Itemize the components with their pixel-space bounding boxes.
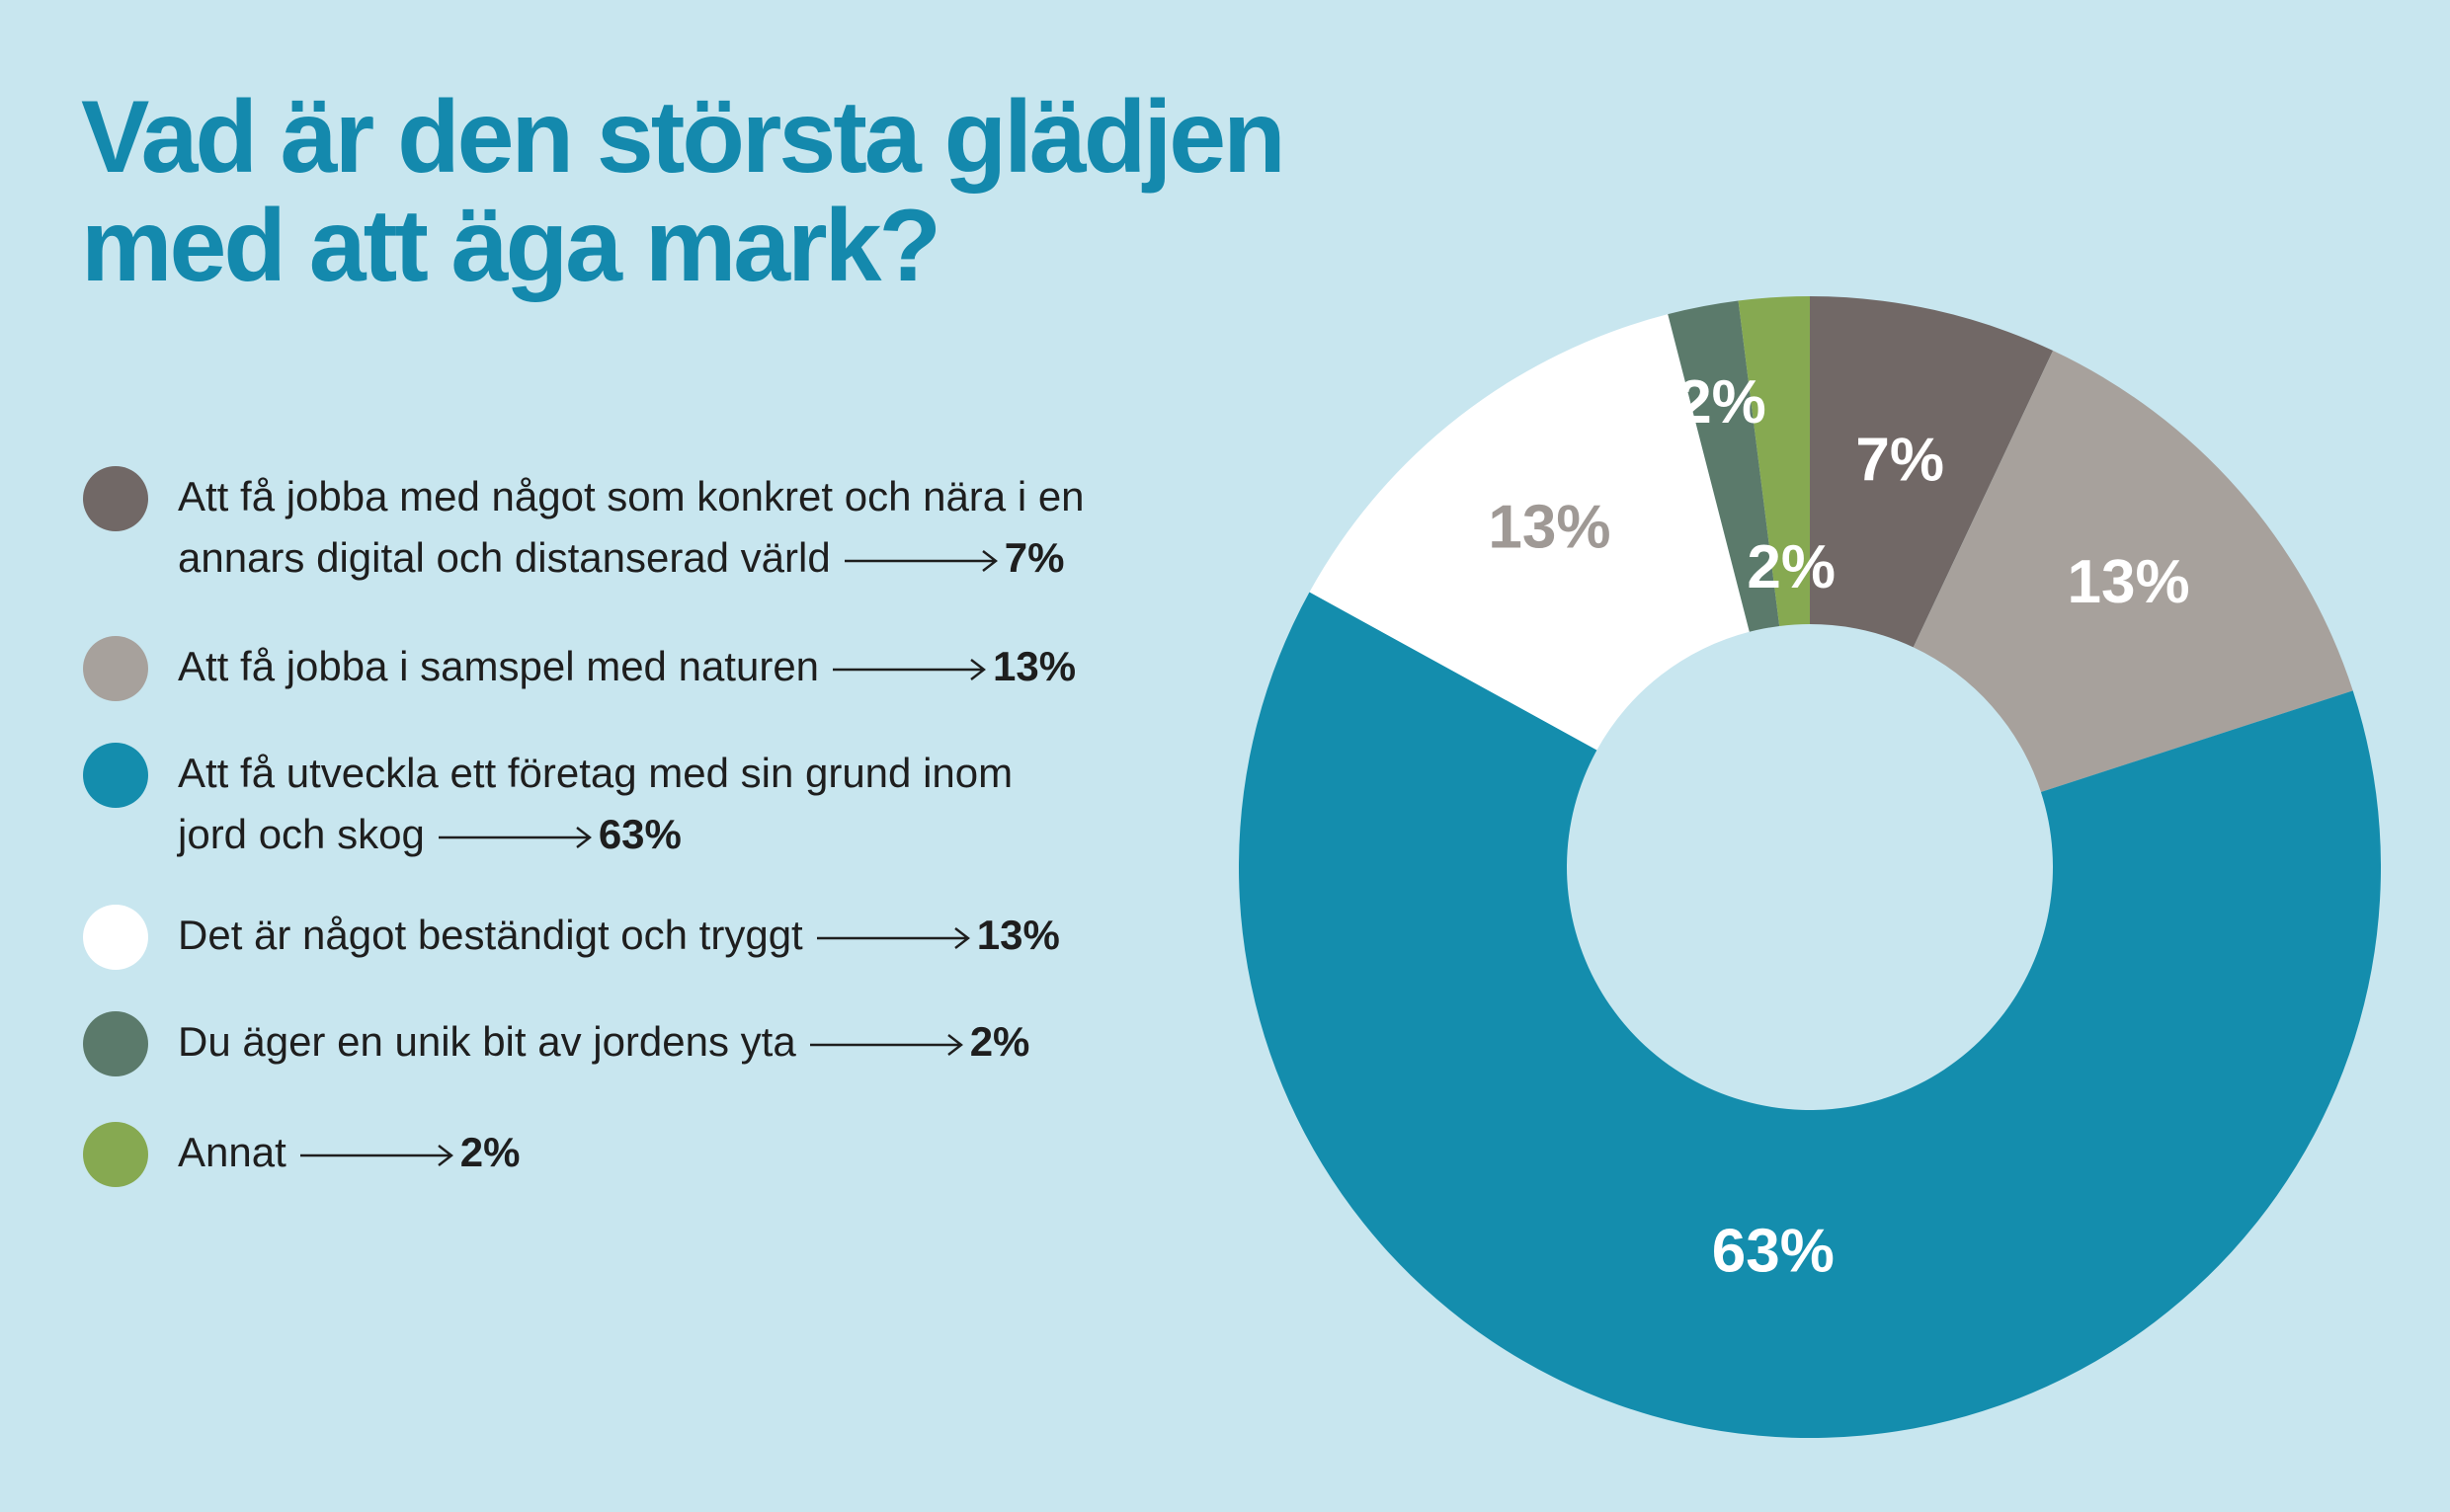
legend-text: Annat 2% — [178, 1122, 1265, 1183]
legend-label: Du äger en unik bit av jordens yta — [178, 1018, 796, 1065]
chart-title: Vad är den största glädjen med att äga m… — [81, 83, 1365, 300]
slice-data-label: 7% — [1855, 426, 1944, 494]
legend-value: 7% — [1004, 534, 1065, 581]
legend-label: Att få utveckla ett företag med sin grun… — [178, 750, 1014, 796]
legend-swatch — [83, 466, 148, 531]
legend-label: Att få jobba med något som konkret och n… — [178, 473, 1085, 519]
legend-text: Du äger en unik bit av jordens yta 2% — [178, 1011, 1265, 1073]
legend-swatch — [83, 743, 148, 808]
donut-slice — [1668, 300, 1780, 632]
slice-data-label: 13% — [2068, 548, 2190, 616]
legend-swatch — [83, 636, 148, 701]
donut-slice — [1239, 592, 2382, 1438]
legend-swatch — [83, 1122, 148, 1187]
slice-data-label: 13% — [1488, 494, 1610, 562]
donut-slice — [1738, 296, 1810, 626]
donut-slice — [1810, 296, 2054, 648]
legend-value: 13% — [993, 643, 1077, 689]
legend-label: jord och skog — [178, 811, 425, 857]
chart-title-line-1: Vad är den största glädjen — [81, 80, 1286, 195]
arrow-right-icon — [809, 1033, 963, 1056]
legend-text: Att få jobba med något som konkret och n… — [178, 466, 1265, 589]
slice-data-label: 2% — [1677, 368, 1766, 437]
legend-swatch — [83, 1011, 148, 1076]
legend-text: Att få jobba i samspel med naturen 13% — [178, 636, 1265, 697]
donut-slice — [1913, 351, 2353, 792]
legend-label: annars digital och distanserad värld — [178, 534, 831, 581]
legend-label: Att få jobba i samspel med naturen — [178, 643, 820, 689]
donut-slice — [1309, 314, 1750, 751]
legend-value: 2% — [969, 1018, 1030, 1065]
slice-data-label: 2% — [1747, 533, 1836, 601]
slice-data-label: 63% — [1712, 1218, 1835, 1286]
legend-value: 13% — [976, 912, 1060, 958]
legend-swatch — [83, 905, 148, 970]
chart-title-line-2: med att äga mark? — [81, 189, 941, 303]
legend-text: Att få utveckla ett företag med sin grun… — [178, 743, 1265, 865]
arrow-right-icon — [844, 549, 998, 572]
legend-text: Det är något beständigt och tryggt 13% — [178, 905, 1265, 966]
arrow-right-icon — [299, 1144, 453, 1166]
arrow-right-icon — [833, 658, 986, 680]
legend-label: Annat — [178, 1129, 286, 1175]
legend-value: 63% — [598, 811, 682, 857]
arrow-right-icon — [438, 826, 592, 848]
legend-label: Det är något beständigt och tryggt — [178, 912, 803, 958]
arrow-right-icon — [816, 926, 970, 949]
legend-value: 2% — [459, 1129, 521, 1175]
